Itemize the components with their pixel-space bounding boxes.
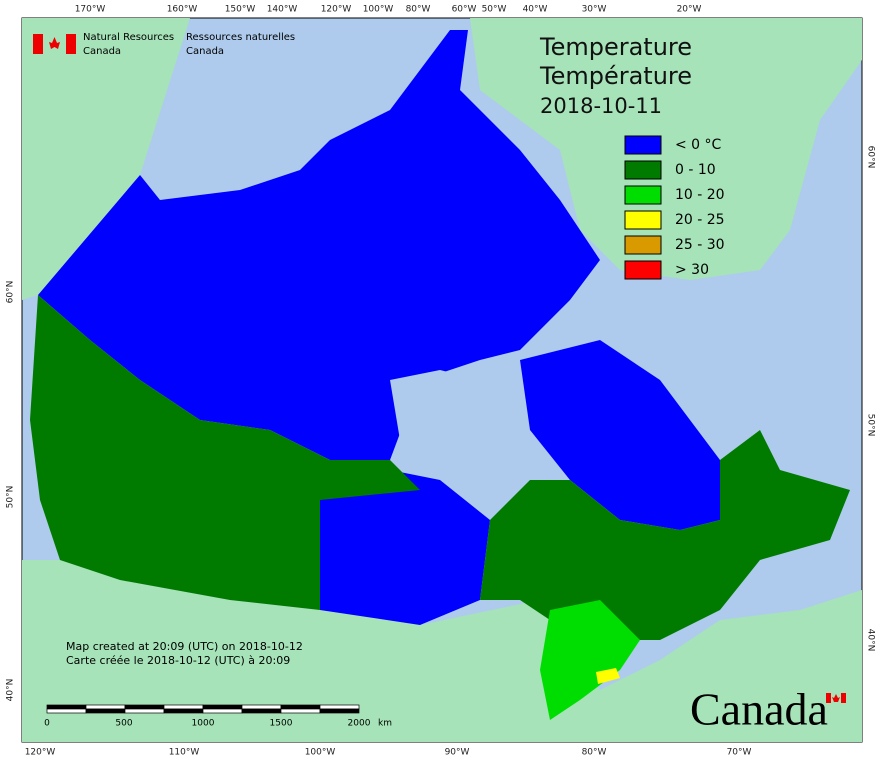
scale-segment [241, 704, 282, 710]
scale-segment [46, 704, 87, 710]
region-0-10-west [30, 295, 420, 610]
scale-segment [163, 708, 204, 714]
flag-bar [33, 34, 43, 54]
scale-segment [319, 708, 360, 714]
graticule-label: 80°W [406, 5, 431, 15]
legend-swatch [624, 260, 662, 280]
legend-label: > 30 [675, 262, 709, 278]
graticule-label: 120°W [321, 5, 352, 15]
graticule-label: 50°N [866, 414, 876, 437]
graticule-label: 50°W [482, 5, 507, 15]
scale-segment [241, 708, 282, 714]
alaska [22, 18, 190, 300]
graticule-label: 170°W [75, 5, 106, 15]
wordmark: Canada [690, 684, 828, 735]
flag-bar [66, 34, 76, 54]
graticule-label: 20°W [677, 5, 702, 15]
legend-label: 10 - 20 [675, 187, 725, 203]
credit-line: Carte créée le 2018-10-12 (UTC) à 20:09 [66, 654, 290, 667]
region-0-10-east [480, 430, 850, 640]
flag-leaf [49, 37, 60, 49]
legend-swatch [624, 235, 662, 255]
graticule-label: 100°W [305, 748, 336, 758]
graticule-label: 30°W [582, 5, 607, 15]
map-title: Température [539, 62, 692, 90]
graticule-label: 40°N [866, 629, 876, 652]
graticule-label: 50°N [6, 486, 16, 509]
flag-bar [841, 693, 846, 703]
department-en: Canada [83, 46, 121, 57]
graticule-label: 40°N [6, 679, 16, 702]
scale-segment [124, 708, 165, 714]
region-10-20 [540, 600, 640, 720]
graticule-label: 90°W [445, 748, 470, 758]
greenland [470, 18, 862, 280]
legend-swatch [624, 135, 662, 155]
scale-segment [85, 704, 126, 710]
legend-swatch [624, 210, 662, 230]
legend-swatch [624, 185, 662, 205]
scale-segment [202, 704, 243, 710]
graticule-label: 60°N [866, 146, 876, 169]
flag-leaf [832, 694, 840, 702]
scale-segment [280, 704, 321, 710]
graticule-label: 40°W [523, 5, 548, 15]
region-below-zero-quebec [520, 340, 720, 530]
scale-segment [85, 708, 126, 714]
graticule-label: 80°W [582, 748, 607, 758]
scale-segment [124, 704, 165, 710]
department-fr: Ressources naturelles [186, 32, 295, 43]
region-below-zero-ontario [320, 470, 490, 625]
scale-segment [319, 704, 360, 710]
department-en: Natural Resources [83, 32, 174, 43]
graticule-label: 100°W [363, 5, 394, 15]
united-states [22, 560, 862, 742]
hudson-bay [390, 370, 520, 480]
scale-label: 2000 [348, 719, 371, 729]
graticule-label: 60°W [452, 5, 477, 15]
department-fr: Canada [186, 46, 224, 57]
graticule-label: 150°W [225, 5, 256, 15]
scale-segment [46, 708, 87, 714]
scale-segment [163, 704, 204, 710]
credit-line: Map created at 20:09 (UTC) on 2018-10-12 [66, 640, 303, 653]
scale-segment [202, 708, 243, 714]
map-title: 2018-10-11 [540, 94, 662, 118]
scale-label: 1500 [270, 719, 293, 729]
scale-label: 1000 [192, 719, 215, 729]
region-below-zero [38, 30, 600, 460]
scale-label: 0 [44, 719, 50, 729]
region-20-25 [596, 668, 620, 684]
graticule-label: 110°W [169, 748, 200, 758]
scale-segment [280, 708, 321, 714]
graticule-label: 140°W [267, 5, 298, 15]
graticule-label: 160°W [167, 5, 198, 15]
scale-label: 500 [115, 719, 132, 729]
legend-label: 25 - 30 [675, 237, 725, 253]
flag-bar [826, 693, 831, 703]
scale-unit: km [378, 719, 392, 729]
legend-label: 20 - 25 [675, 212, 725, 228]
legend-label: < 0 °C [675, 137, 722, 153]
graticule-label: 60°N [6, 281, 16, 304]
map-title: Temperature [539, 33, 692, 61]
legend-swatch [624, 160, 662, 180]
graticule-label: 70°W [727, 748, 752, 758]
legend-label: 0 - 10 [675, 162, 716, 178]
graticule-label: 120°W [25, 748, 56, 758]
